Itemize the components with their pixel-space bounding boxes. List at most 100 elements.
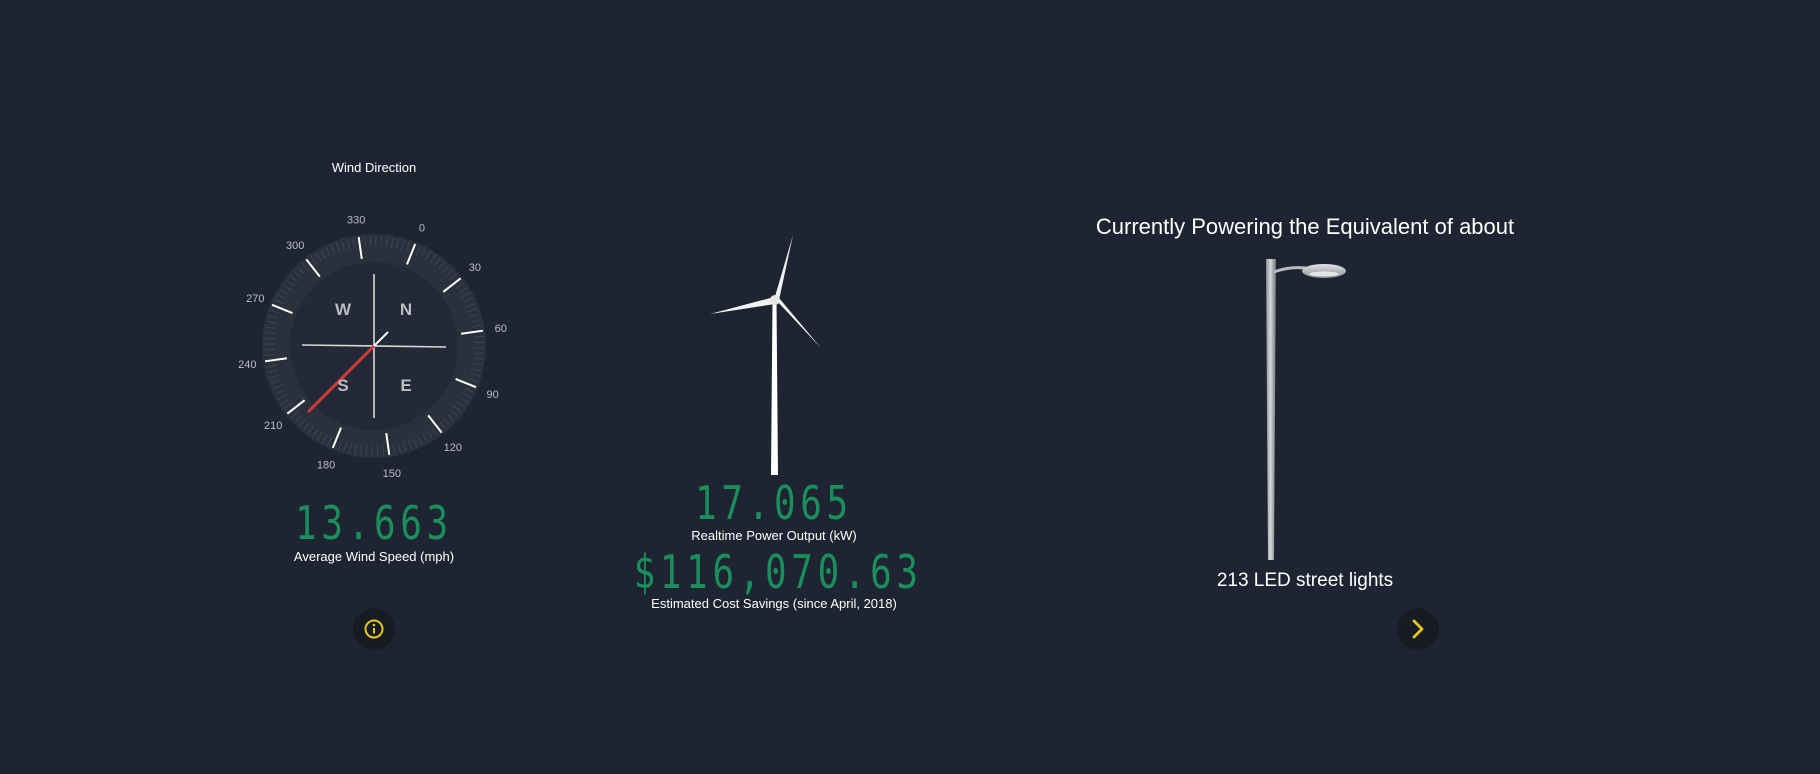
compass-minor-tick bbox=[439, 421, 447, 430]
compass-major-tick bbox=[455, 378, 477, 389]
compass-minor-tick bbox=[316, 431, 323, 441]
compass-minor-tick bbox=[268, 374, 279, 379]
turbine-tower bbox=[771, 300, 778, 475]
compass-minor-tick bbox=[380, 236, 383, 247]
compass-degree-label: 90 bbox=[487, 389, 499, 401]
compass-minor-tick bbox=[343, 441, 347, 452]
compass-minor-tick bbox=[465, 302, 476, 308]
compass-minor-tick bbox=[458, 287, 468, 294]
compass-minor-tick bbox=[401, 240, 405, 251]
compass-degree-label: 60 bbox=[495, 323, 507, 335]
compass-minor-tick bbox=[274, 299, 284, 305]
compass-minor-tick bbox=[464, 387, 474, 393]
compass-minor-tick bbox=[335, 242, 341, 253]
compass-minor-tick bbox=[469, 373, 480, 377]
turbine-blade-left bbox=[710, 297, 775, 314]
compass-minor-tick bbox=[449, 273, 458, 281]
compass-major-tick bbox=[271, 303, 293, 314]
compass-minor-tick bbox=[360, 445, 363, 456]
compass-minor-tick bbox=[472, 362, 483, 366]
compass-minor-tick bbox=[468, 378, 479, 383]
compass-minor-tick bbox=[420, 248, 427, 258]
compass-minor-tick bbox=[325, 246, 331, 257]
cardinal-w: W bbox=[335, 300, 352, 319]
compass-minor-tick bbox=[471, 368, 482, 372]
compass-minor-tick bbox=[301, 262, 309, 271]
street-light-image bbox=[1266, 259, 1346, 560]
compass-major-tick bbox=[264, 357, 287, 363]
compass-minor-tick bbox=[272, 384, 283, 390]
compass-needle-tail bbox=[373, 331, 389, 347]
compass-minor-tick bbox=[289, 274, 298, 283]
compass-minor-tick bbox=[315, 252, 322, 262]
compass-minor-tick bbox=[290, 411, 299, 419]
compass-minor-tick bbox=[330, 244, 336, 255]
compass-minor-tick bbox=[312, 428, 319, 438]
compass-minor-tick bbox=[352, 237, 356, 248]
info-circle-icon bbox=[364, 619, 384, 639]
compass-minor-tick bbox=[354, 444, 358, 455]
compass-minor-tick bbox=[473, 335, 484, 338]
compass-minor-tick bbox=[392, 444, 396, 455]
compass-major-tick bbox=[461, 329, 484, 335]
compass-minor-tick bbox=[461, 292, 471, 298]
compass-minor-tick bbox=[406, 241, 411, 252]
wind-direction-compass: 0 30 60 90 120 150 180 210 240 270 300 330 N E S W bbox=[238, 214, 507, 480]
compass-minor-tick bbox=[267, 369, 278, 374]
compass-minor-tick bbox=[294, 415, 303, 423]
compass-minor-tick bbox=[407, 439, 413, 450]
compass-minor-tick bbox=[348, 443, 352, 454]
compass-degree-label: 30 bbox=[469, 262, 481, 274]
compass-minor-tick bbox=[472, 324, 483, 328]
compass-minor-tick bbox=[307, 425, 315, 435]
compass-minor-tick bbox=[302, 422, 311, 431]
compass-minor-tick bbox=[417, 435, 423, 446]
compass-major-tick bbox=[357, 236, 363, 259]
compass-degree-label: 150 bbox=[383, 468, 401, 480]
compass-minor-tick bbox=[283, 402, 293, 410]
info-button[interactable] bbox=[353, 608, 395, 650]
turbine-blade-right bbox=[776, 298, 821, 348]
turbine-blade-up bbox=[774, 235, 793, 300]
wind-speed-label: Average Wind Speed (mph) bbox=[293, 549, 455, 564]
compass-major-tick bbox=[305, 258, 321, 278]
compass-minor-tick bbox=[433, 257, 441, 267]
compass-minor-tick bbox=[443, 417, 451, 426]
compass-minor-tick bbox=[264, 354, 275, 357]
next-button[interactable] bbox=[1397, 608, 1439, 650]
compass-minor-tick bbox=[337, 440, 342, 451]
equivalent-title: Currently Powering the Equivalent of abo… bbox=[1095, 214, 1515, 239]
compass-degree-label: 0 bbox=[419, 222, 425, 234]
compass-degree-labels: 0 30 60 90 120 150 180 210 240 270 300 330 bbox=[238, 214, 507, 480]
compass-minor-tick bbox=[456, 401, 466, 408]
compass-minor-tick bbox=[265, 364, 276, 368]
compass-minor-tick bbox=[422, 433, 428, 443]
compass-major-tick bbox=[406, 243, 417, 265]
compass-minor-tick bbox=[402, 441, 407, 452]
compass-minor-tick bbox=[382, 445, 385, 456]
compass-minor-tick bbox=[266, 320, 277, 324]
compass-minor-tick bbox=[473, 352, 484, 355]
chevron-right-icon bbox=[1412, 619, 1424, 639]
compass-minor-tick bbox=[321, 434, 328, 444]
compass-major-tick bbox=[286, 399, 306, 415]
compass-minor-tick bbox=[430, 427, 438, 437]
compass-minor-tick bbox=[390, 237, 394, 248]
compass-minor-tick bbox=[270, 379, 281, 385]
cardinal-s: S bbox=[337, 376, 348, 395]
street-light-arm bbox=[1273, 266, 1307, 274]
compass-minor-tick bbox=[264, 337, 275, 340]
compass-minor-tick bbox=[396, 238, 400, 249]
compass-minor-tick bbox=[264, 332, 275, 335]
compass-degree-label: 270 bbox=[246, 293, 264, 305]
compass-minor-tick bbox=[297, 266, 305, 275]
compass-major-tick bbox=[442, 277, 462, 293]
compass-minor-tick bbox=[459, 397, 469, 404]
compass-minor-tick bbox=[293, 270, 302, 279]
wind-speed-readout: 13.663 bbox=[295, 496, 453, 550]
street-light-pole bbox=[1266, 259, 1276, 560]
cost-savings-label: Estimated Cost Savings (since April, 201… bbox=[651, 596, 897, 611]
compass-minor-tick bbox=[269, 309, 280, 314]
cardinal-n: N bbox=[400, 300, 412, 319]
compass-major-tick bbox=[427, 414, 443, 434]
